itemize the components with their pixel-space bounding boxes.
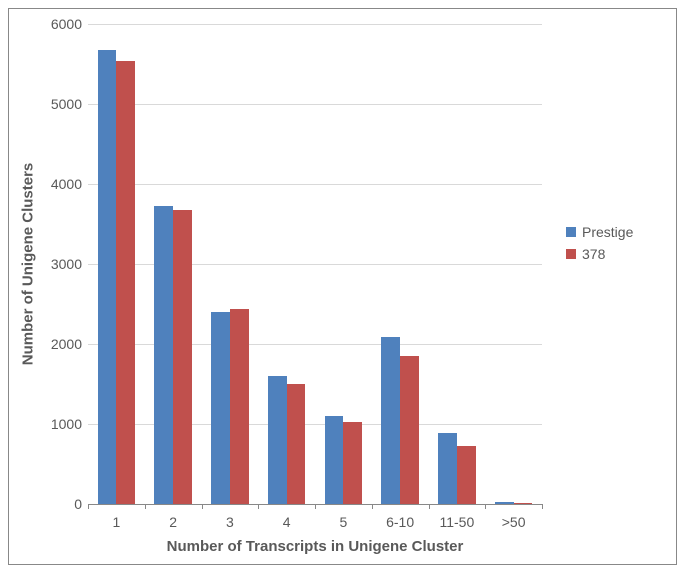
x-axis-title: Number of Transcripts in Unigene Cluster [167,538,464,555]
gridline [88,24,542,25]
x-tick-mark [315,504,316,509]
bar-378-2 [173,210,192,504]
x-tick-label: 3 [226,514,234,530]
legend-label: Prestige [582,224,633,240]
x-tick-mark [258,504,259,509]
x-tick-mark [429,504,430,509]
x-tick-label: 2 [169,514,177,530]
chart-container: 0 1000 2000 3000 4000 5000 6000 1 2 3 4 5 6-10 11-50… [0,0,685,573]
y-tick-label: 5000 [0,96,82,112]
x-tick-mark [485,504,486,509]
y-tick-label: 4000 [0,176,82,192]
x-tick-label: 5 [339,514,347,530]
x-tick-mark [372,504,373,509]
y-tick-label: 6000 [0,16,82,32]
x-tick-mark [88,504,89,509]
legend-item-Prestige: Prestige [566,224,633,240]
bar-Prestige-3 [211,312,230,504]
bar-Prestige-2 [154,206,173,504]
x-tick-mark [145,504,146,509]
bar-Prestige-1 [98,50,117,504]
x-tick-label: >50 [502,514,526,530]
x-tick-mark [542,504,543,509]
bar-Prestige-5 [325,416,344,504]
y-tick-label: 0 [0,496,82,512]
x-tick-label: 1 [112,514,120,530]
bar-Prestige-4 [268,376,287,504]
legend: Prestige 378 [566,224,633,268]
bar-378->50 [514,503,533,504]
bar-Prestige-6-10 [381,337,400,504]
bar-Prestige->50 [495,502,514,504]
bar-Prestige-11-50 [438,433,457,504]
legend-item-378: 378 [566,246,633,262]
bar-378-1 [116,61,135,504]
bar-378-4 [287,384,306,504]
bar-378-5 [343,422,362,504]
x-tick-mark [202,504,203,509]
y-tick-label: 3000 [0,256,82,272]
legend-swatch [566,227,576,237]
gridline [88,104,542,105]
bar-378-11-50 [457,446,476,504]
y-axis-title: Number of Unigene Clusters [20,163,37,366]
legend-label: 378 [582,246,605,262]
y-tick-label: 2000 [0,336,82,352]
plot-area [88,24,542,504]
gridline [88,184,542,185]
x-tick-label: 6-10 [386,514,414,530]
legend-swatch [566,249,576,259]
x-tick-label: 4 [283,514,291,530]
bar-378-6-10 [400,356,419,504]
x-tick-label: 11-50 [439,514,474,530]
y-tick-label: 1000 [0,416,82,432]
bar-378-3 [230,309,249,504]
